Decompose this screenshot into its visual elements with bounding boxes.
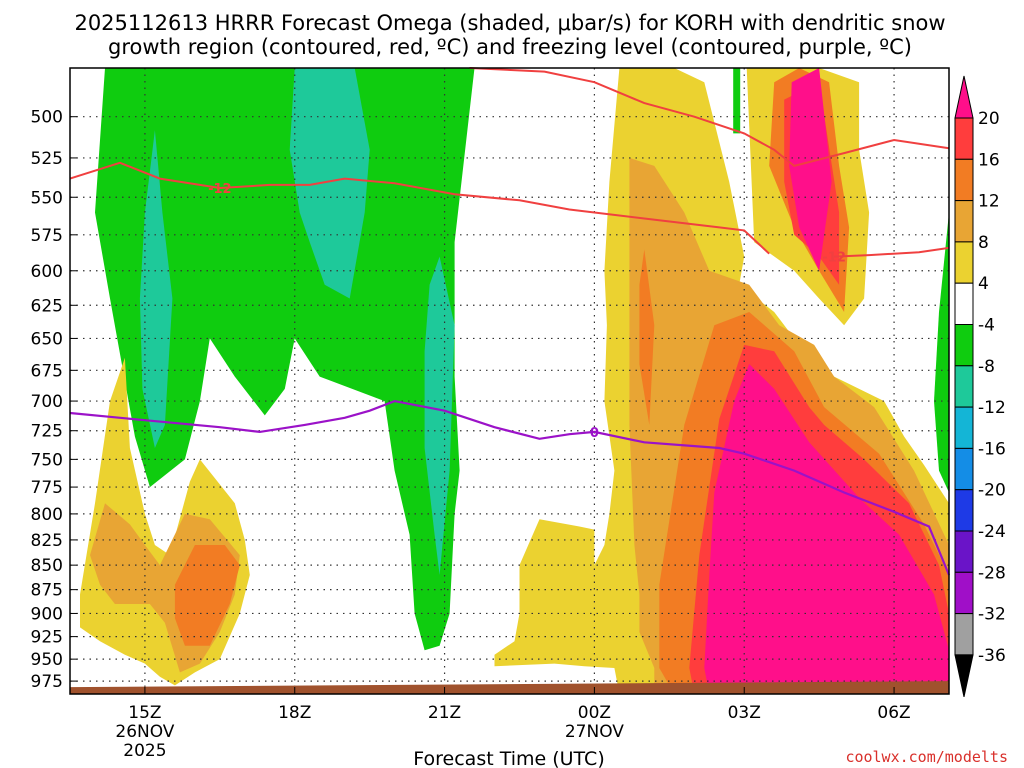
freezing-level-label: 0 — [590, 426, 599, 441]
y-tick-label-900: 900 — [31, 604, 63, 624]
colorbar-label-8: 8 — [978, 233, 989, 253]
y-tick-label-550: 550 — [31, 188, 63, 208]
colorbar-swatch-3 — [954, 200, 974, 243]
credit-text: coolwx.com/modelts — [845, 748, 1008, 766]
omega-region--12-3 — [139, 130, 173, 448]
colorbar-label--12: -12 — [978, 398, 1006, 418]
colorbar-label--28: -28 — [978, 563, 1006, 583]
x-tick-date-15Z: 26NOV — [115, 722, 174, 742]
omega-region--12-5 — [424, 256, 455, 575]
colorbar: 20 16 12 8 4 -4 -8 -12 -16 -20 -24 -28 -32 -36 — [954, 75, 1006, 698]
x-tick-label-18Z: 18Z — [278, 703, 311, 723]
colorbar-swatch-1 — [954, 117, 974, 160]
omega-region-20-17 — [789, 68, 832, 271]
freezing-level-line — [69, 399, 951, 576]
y-tick-label-775: 775 — [31, 478, 63, 498]
y-tick-label-800: 800 — [31, 505, 63, 525]
contour-lines: -12 -12 0 — [69, 67, 951, 576]
y-tick-label-525: 525 — [31, 149, 63, 169]
x-tick-date-00Z: 27NOV — [565, 722, 624, 742]
colorbar-swatch-12 — [954, 571, 974, 615]
plot-area: -12 -12 0 — [69, 67, 951, 695]
colorbar-label--32: -32 — [978, 605, 1006, 625]
plot-frame — [69, 67, 950, 695]
omega-region--8-2 — [733, 68, 741, 134]
colorbar-swatch-5 — [954, 282, 974, 326]
x-tick-label-03Z: 03Z — [728, 703, 761, 723]
colorbar-bottom-arrow — [954, 654, 974, 698]
omega-region--12-4 — [289, 68, 370, 299]
colorbar-swatch-6 — [954, 324, 974, 367]
colorbar-swatch-8 — [954, 406, 974, 449]
x-axis-label: Forecast Time (UTC) — [413, 748, 604, 768]
y-tick-label-975: 975 — [31, 672, 63, 692]
colorbar-label--8: -8 — [978, 357, 995, 377]
colorbar-label-16: 16 — [978, 150, 1000, 170]
y-tick-label-950: 950 — [31, 650, 63, 670]
colorbar-label-4: 4 — [978, 274, 989, 294]
colorbar-swatch-2 — [954, 158, 974, 202]
colorbar-swatch-13 — [954, 613, 974, 656]
y-tick-label-575: 575 — [31, 226, 63, 246]
omega-shading — [80, 68, 949, 694]
dgz-contour-2 — [834, 246, 950, 258]
y-tick-label-500: 500 — [31, 108, 63, 128]
y-tick-label-925: 925 — [31, 628, 63, 648]
omega-region-20-18 — [704, 364, 949, 694]
chart-title-line1: 2025112613 HRRR Forecast Omega (shaded, … — [74, 11, 945, 35]
colorbar-label-12: 12 — [978, 192, 1000, 212]
y-tick-label-650: 650 — [31, 329, 63, 349]
y-tick-label-675: 675 — [31, 361, 63, 381]
dgz-contour-1 — [469, 67, 950, 167]
x-tick-label-21Z: 21Z — [428, 703, 461, 723]
omega-region-12-11 — [174, 545, 240, 646]
y-tick-label-850: 850 — [31, 556, 63, 576]
colorbar-swatch-11 — [954, 530, 974, 573]
x-tick-label-06Z: 06Z — [877, 703, 910, 723]
dgz-label-b: -12 — [822, 251, 846, 266]
y-tick-label-725: 725 — [31, 422, 63, 442]
y-tick-label-625: 625 — [31, 296, 63, 316]
colorbar-swatch-4 — [954, 241, 974, 284]
chart-title-line2: growth region (contoured, red, ºC) and f… — [108, 35, 912, 59]
colorbar-label--20: -20 — [978, 481, 1006, 501]
x-tick-label-00Z: 00Z — [578, 703, 611, 723]
ground-terrain — [70, 681, 949, 694]
pressure-axis: 500 525 550 575 600 625 650 675 700 725 750 775 800 8… — [31, 108, 77, 692]
colorbar-swatch-9 — [954, 447, 974, 491]
colorbar-label--4: -4 — [978, 316, 995, 336]
y-tick-label-825: 825 — [31, 531, 63, 551]
omega-region--8-1 — [934, 212, 949, 493]
y-tick-label-700: 700 — [31, 392, 63, 412]
colorbar-label--16: -16 — [978, 439, 1006, 459]
colorbar-label-20: 20 — [978, 109, 1000, 129]
omega-region-12-12 — [639, 249, 655, 425]
y-tick-label-600: 600 — [31, 262, 63, 282]
colorbar-swatch-10 — [954, 489, 974, 532]
y-tick-label-875: 875 — [31, 581, 63, 601]
x-tick-label-15Z: 15Z — [128, 703, 161, 723]
colorbar-label--24: -24 — [978, 522, 1006, 542]
y-tick-label-750: 750 — [31, 450, 63, 470]
dgz-label-a: -12 — [208, 182, 232, 197]
colorbar-swatch-7 — [954, 365, 974, 408]
x-tick-year-15Z: 2025 — [123, 741, 166, 761]
dgz-contour-0 — [69, 161, 770, 255]
colorbar-label--36: -36 — [978, 646, 1006, 666]
colorbar-top-arrow — [954, 75, 974, 119]
omega-region--8-0 — [95, 68, 475, 651]
